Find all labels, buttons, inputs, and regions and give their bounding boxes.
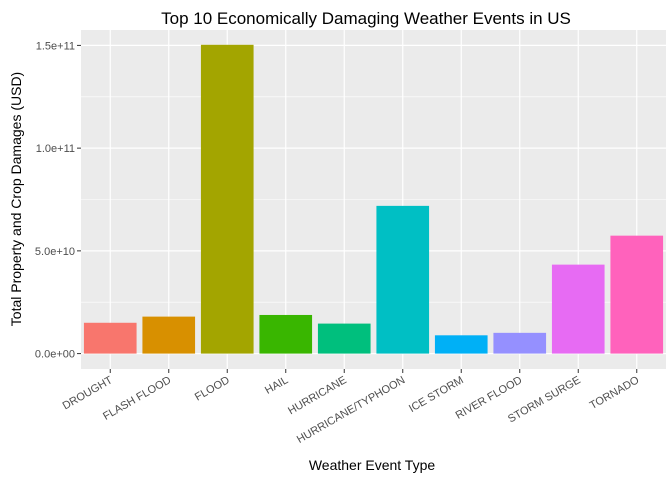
x-tick-label: HAIL: [263, 374, 290, 397]
bar-hurricane-typhoon: [376, 205, 430, 354]
bar-tornado: [610, 235, 664, 354]
y-tick-label: 1.0e+11: [36, 143, 75, 155]
bar-flash-flood: [142, 316, 196, 354]
x-tick-label: DROUGHT: [61, 374, 115, 412]
y-tick-label: 1.5e+11: [36, 40, 75, 52]
bar-ice-storm: [434, 335, 488, 354]
bar-flood: [200, 44, 254, 354]
x-tick-label: TORNADO: [588, 374, 642, 412]
bar-storm-surge: [551, 264, 605, 354]
bars: [83, 44, 664, 354]
bar-hurricane: [317, 323, 371, 354]
bar-river-flood: [493, 332, 547, 354]
y-tick-label: 0.0e+00: [35, 349, 75, 361]
y-axis-title: Total Property and Crop Damages (USD): [8, 72, 24, 326]
y-tick-label: 5.0e+10: [35, 246, 75, 258]
x-tick-label: FLOOD: [193, 374, 232, 403]
bar-drought: [83, 322, 137, 354]
x-axis-title: Weather Event Type: [309, 457, 436, 473]
bar-hail: [259, 314, 313, 354]
chart-title: Top 10 Economically Damaging Weather Eve…: [161, 9, 571, 28]
x-tick-label: HURRICANE/TYPHOON: [295, 374, 407, 446]
y-axis: 0.0e+00 5.0e+10 1.0e+11 1.5e+11: [35, 40, 81, 361]
